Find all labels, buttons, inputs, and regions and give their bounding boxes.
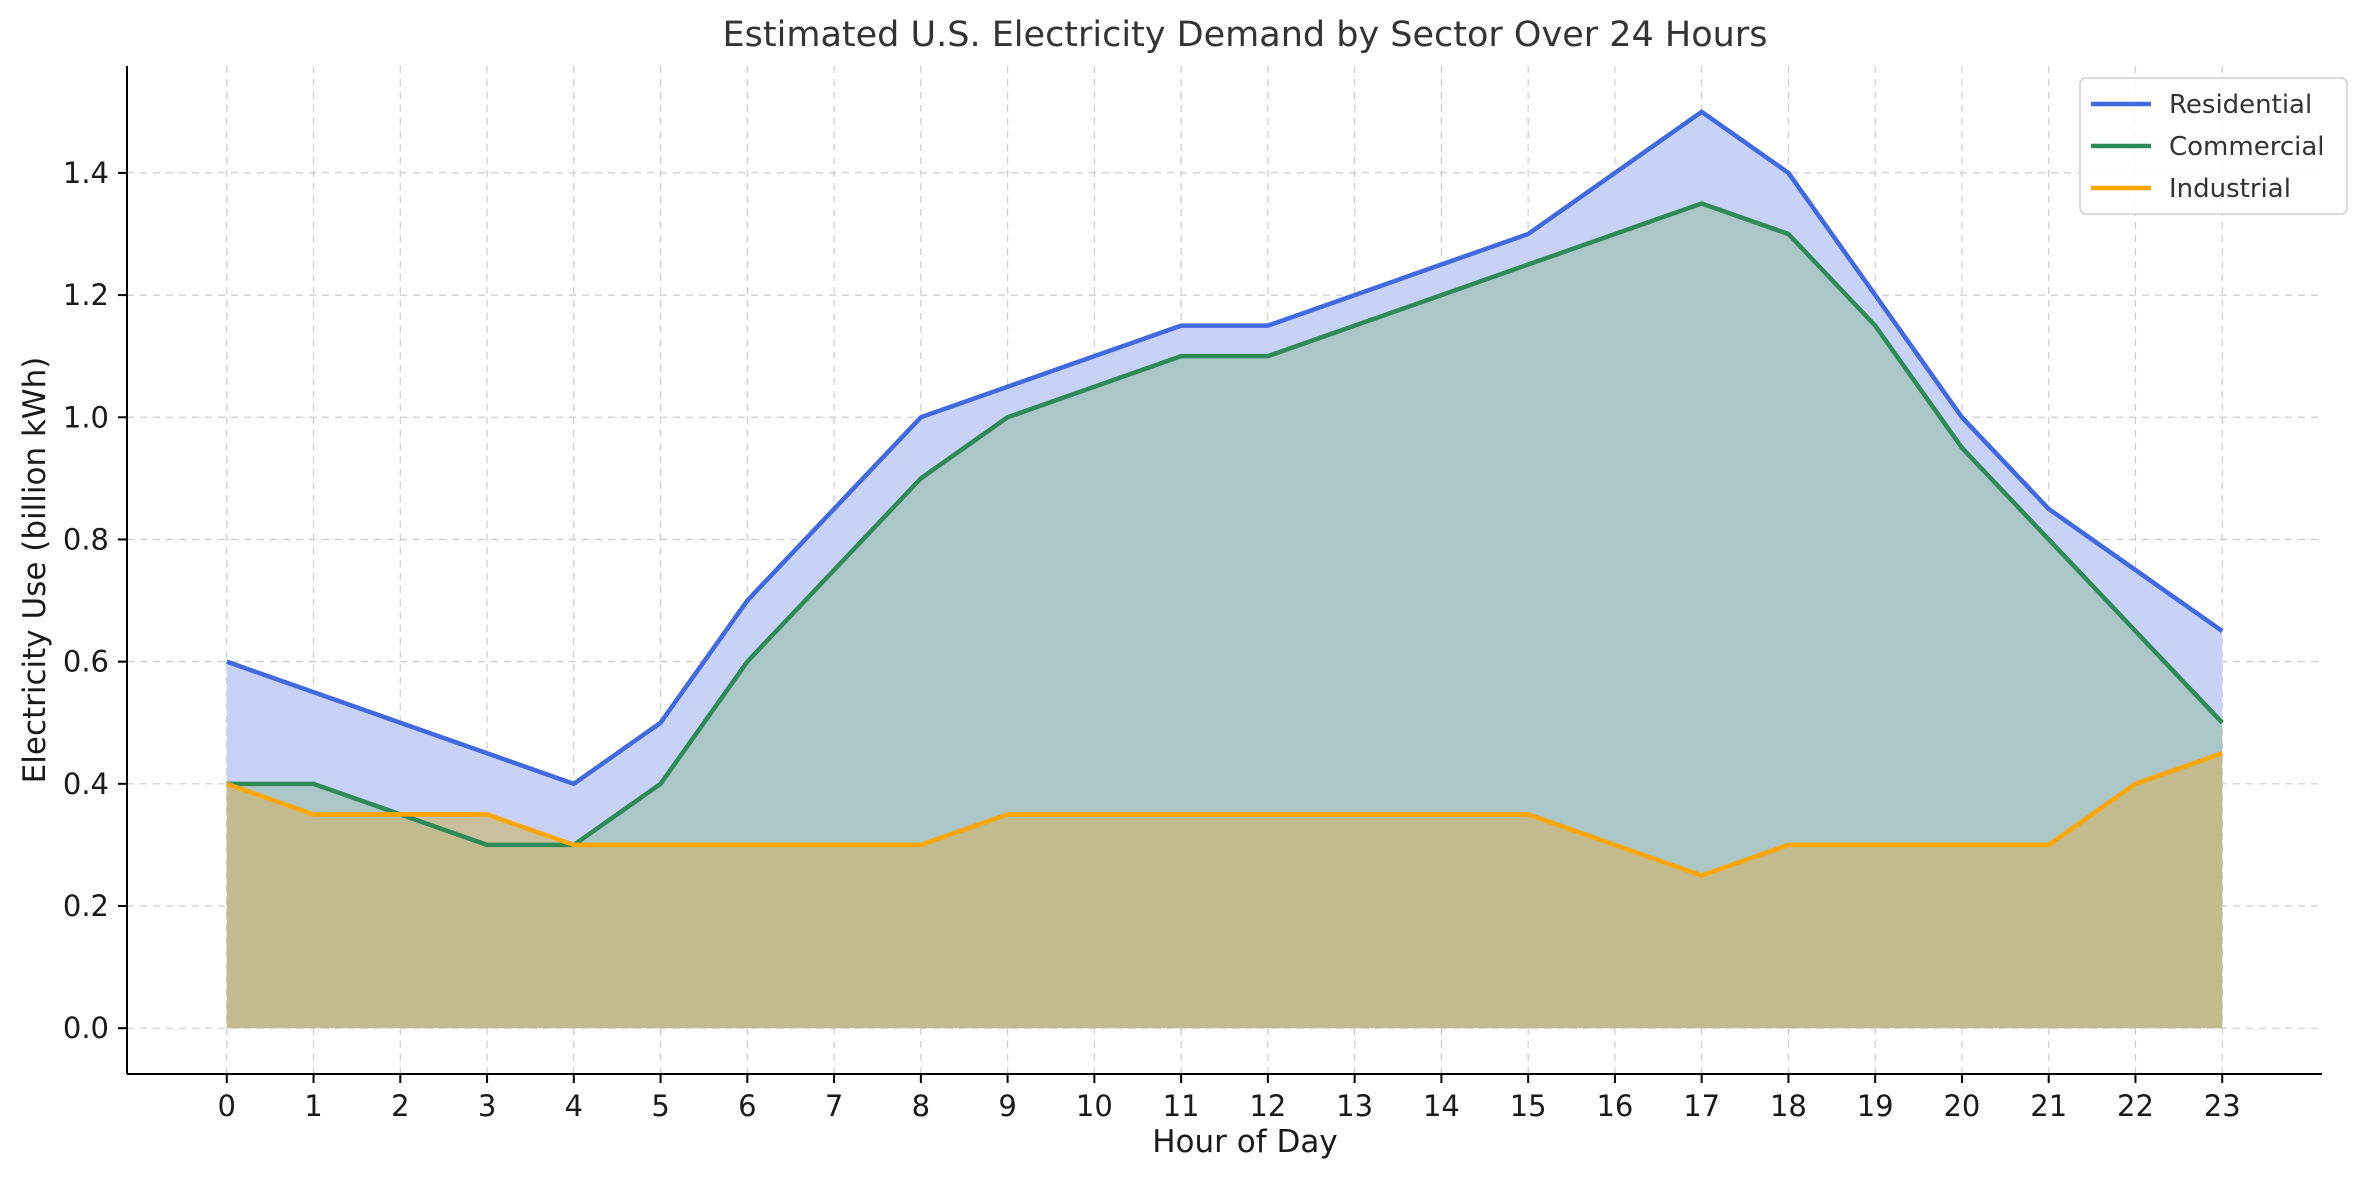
y-tick-label: 0.2: [63, 889, 109, 923]
x-tick-label: 8: [912, 1089, 930, 1123]
line-industrial: [226, 751, 2223, 878]
y-tick-label: 0.6: [63, 645, 109, 679]
x-tick-label: 14: [1423, 1089, 1460, 1123]
x-tick-label: 5: [651, 1089, 669, 1123]
legend-label-industrial: Industrial: [2169, 174, 2291, 204]
x-tick-label: 19: [1857, 1089, 1894, 1123]
x-tick-label: 17: [1683, 1089, 1720, 1123]
x-tick-label: 1: [304, 1089, 322, 1123]
x-tick-label: 3: [478, 1089, 496, 1123]
y-tick-label: 0.8: [63, 522, 109, 556]
legend: Residential Commercial Industrial: [2079, 77, 2348, 215]
x-tick-label: 0: [218, 1089, 236, 1123]
x-tick-label: 12: [1249, 1089, 1286, 1123]
line-commercial: [226, 201, 2224, 848]
x-tick-label: 13: [1336, 1089, 1373, 1123]
x-tick-label: 15: [1510, 1089, 1547, 1123]
x-tick-label: 21: [2030, 1089, 2067, 1123]
x-tick-label: 23: [2204, 1089, 2241, 1123]
area-industrial: [226, 753, 2223, 1029]
legend-label-commercial: Commercial: [2169, 132, 2325, 162]
y-axis-label: Electricity Use (billion kWh): [17, 357, 53, 784]
x-tick-label: 7: [825, 1089, 843, 1123]
x-tick-label: 4: [565, 1089, 583, 1123]
area-commercial: [226, 203, 2223, 1029]
x-tick-label: 2: [391, 1089, 409, 1123]
x-tick-label: 9: [998, 1089, 1016, 1123]
y-axis-ticks: 0.0 0.2 0.4 0.6 0.8 1.0 1.2 1.4: [63, 156, 127, 1045]
y-tick-label: 1.4: [63, 156, 109, 190]
x-axis-ticks: 0 1 2 3 4 5 6 7 8 9 10 11 12 13 14 15 16 17 18 19 20 21 22 23: [218, 1074, 2241, 1123]
x-tick-label: 10: [1076, 1089, 1113, 1123]
area-fills: [226, 111, 2223, 1029]
y-tick-label: 1.2: [63, 278, 109, 312]
x-tick-label: 22: [2117, 1089, 2154, 1123]
legend-label-residential: Residential: [2169, 90, 2312, 120]
y-tick-label: 1.0: [63, 400, 109, 434]
line-residential: [226, 109, 2224, 787]
x-tick-label: 16: [1596, 1089, 1633, 1123]
x-tick-label: 11: [1163, 1089, 1200, 1123]
legend-box: [2079, 77, 2348, 215]
x-tick-label: 20: [1943, 1089, 1980, 1123]
y-tick-label: 0.4: [63, 767, 109, 801]
series-lines: [226, 109, 2224, 878]
x-tick-label: 6: [738, 1089, 756, 1123]
y-tick-label: 0.0: [63, 1011, 109, 1045]
chart-title: Estimated U.S. Electricity Demand by Sec…: [723, 15, 1768, 55]
x-tick-label: 18: [1770, 1089, 1807, 1123]
x-axis-label: Hour of Day: [1152, 1124, 1337, 1160]
